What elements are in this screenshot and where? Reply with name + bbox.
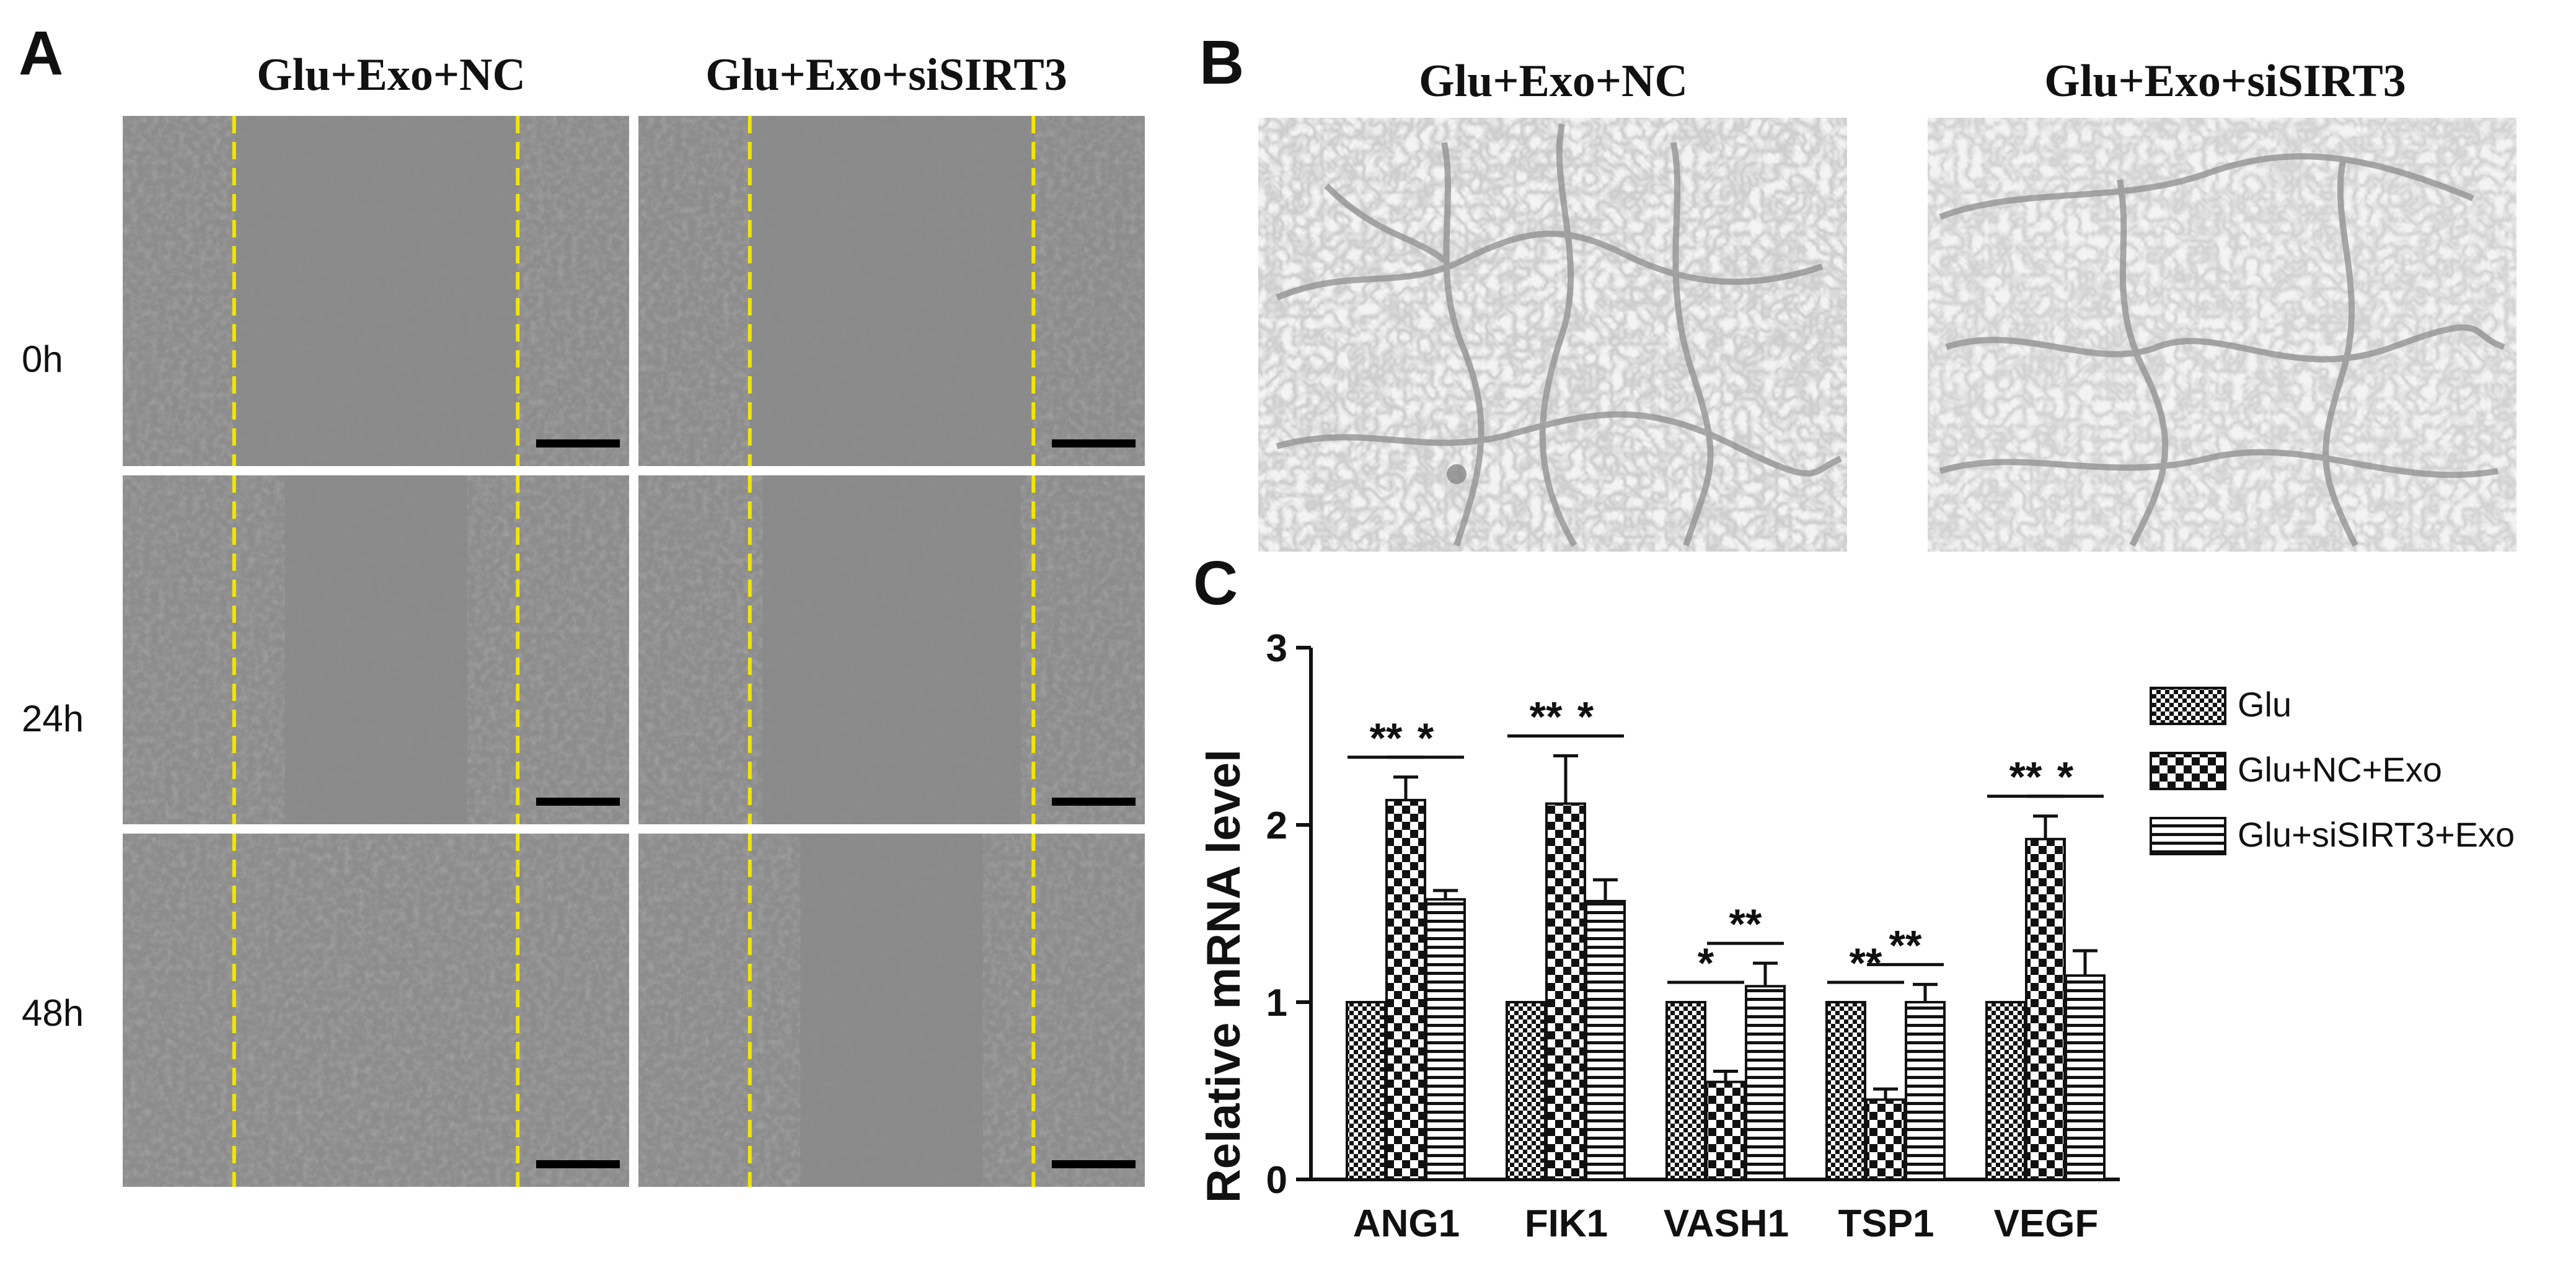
- migration-frame-col2-row3: [638, 834, 1145, 1187]
- migration-frame-col1-row3: [123, 834, 629, 1187]
- legend-swatch-1: [2150, 687, 2226, 725]
- scale-bar: [536, 1160, 620, 1168]
- panel-b-letter: B: [1199, 28, 1244, 97]
- panel-a-title-left: Glu+Exo+NC: [257, 50, 526, 100]
- bar-vash1-3: [1745, 985, 1786, 1181]
- bar-ang1-1: [1346, 1001, 1387, 1181]
- bar-tsp1-1: [1825, 1001, 1866, 1181]
- migration-image-grid: [123, 116, 1145, 1187]
- bar-vash1-1: [1665, 1001, 1706, 1181]
- row-label-48h: 48h: [22, 992, 84, 1034]
- significance-label-ang1-0: **: [1370, 715, 1403, 762]
- bar-tsp1-3: [1905, 1001, 1946, 1181]
- x-tick-label-vash1: VASH1: [1664, 1202, 1789, 1245]
- migration-frame-col2-row2: [638, 475, 1145, 824]
- scale-bar: [1052, 439, 1136, 447]
- x-tick-label-vegf: VEGF: [1994, 1202, 2099, 1245]
- bar-fik1-1: [1506, 1001, 1546, 1181]
- migration-frame-col1-row1: [123, 116, 629, 466]
- significance-label-vash1-5: **: [1729, 901, 1762, 948]
- bar-fik1-2: [1545, 802, 1586, 1181]
- tube-formation-image-right: [1928, 118, 2516, 552]
- legend-label-1: Glu: [2238, 685, 2291, 724]
- scale-bar: [1052, 798, 1136, 806]
- y-tick-label-1: 1: [1266, 982, 1287, 1024]
- y-tick-label-0: 0: [1266, 1159, 1287, 1202]
- panel-b-title-right: Glu+Exo+siSIRT3: [2044, 56, 2406, 107]
- bar-fik1-3: [1585, 899, 1626, 1181]
- panel-b-title-left: Glu+Exo+NC: [1419, 56, 1688, 107]
- significance-label-vash1-4: *: [1698, 940, 1714, 987]
- significance-label-vegf-8: **: [2009, 754, 2042, 801]
- y-axis-label: Relative mRNA level: [1198, 749, 1250, 1203]
- panel-c-letter: C: [1193, 548, 1238, 618]
- row-label-0h: 0h: [22, 338, 63, 380]
- x-tick-label-tsp1: TSP1: [1838, 1202, 1934, 1245]
- panel-a-letter: A: [19, 19, 63, 88]
- bar-vegf-3: [2065, 974, 2106, 1181]
- x-tick-label-fik1: FIK1: [1525, 1202, 1608, 1245]
- y-tick-label-2: 2: [1266, 804, 1287, 847]
- significance-label-fik1-3: *: [1577, 693, 1594, 740]
- legend-label-3: Glu+siSIRT3+Exo: [2238, 815, 2515, 854]
- y-tick-label-3: 3: [1266, 627, 1287, 670]
- bar-vegf-2: [2025, 837, 2066, 1181]
- significance-label-tsp1-7: **: [1889, 922, 1922, 969]
- bar-vash1-2: [1705, 1080, 1746, 1181]
- scale-bar: [536, 439, 620, 447]
- scale-bar: [1052, 1160, 1136, 1168]
- legend-swatch-3: [2150, 817, 2226, 855]
- significance-label-fik1-2: **: [1530, 693, 1563, 740]
- bar-ang1-2: [1385, 798, 1426, 1181]
- bar-tsp1-2: [1865, 1098, 1906, 1181]
- row-label-24h: 24h: [22, 698, 84, 739]
- bar-vegf-1: [1985, 1001, 2026, 1181]
- legend-label-2: Glu+NC+Exo: [2238, 750, 2442, 789]
- migration-frame-col2-row1: [638, 116, 1145, 466]
- legend-swatch-2: [2150, 752, 2226, 790]
- tube-formation-image-left: [1258, 118, 1847, 552]
- significance-label-vegf-9: *: [2057, 754, 2074, 801]
- migration-frame-col1-row2: [123, 475, 629, 824]
- panel-a-title-right: Glu+Exo+siSIRT3: [705, 50, 1067, 100]
- chart-legend: Glu Glu+NC+Exo Glu+siSIRT3+Exo: [2150, 685, 2515, 855]
- bar-ang1-3: [1425, 898, 1466, 1181]
- scale-bar: [536, 798, 620, 806]
- significance-label-ang1-1: *: [1418, 715, 1434, 762]
- x-tick-label-ang1: ANG1: [1353, 1202, 1460, 1245]
